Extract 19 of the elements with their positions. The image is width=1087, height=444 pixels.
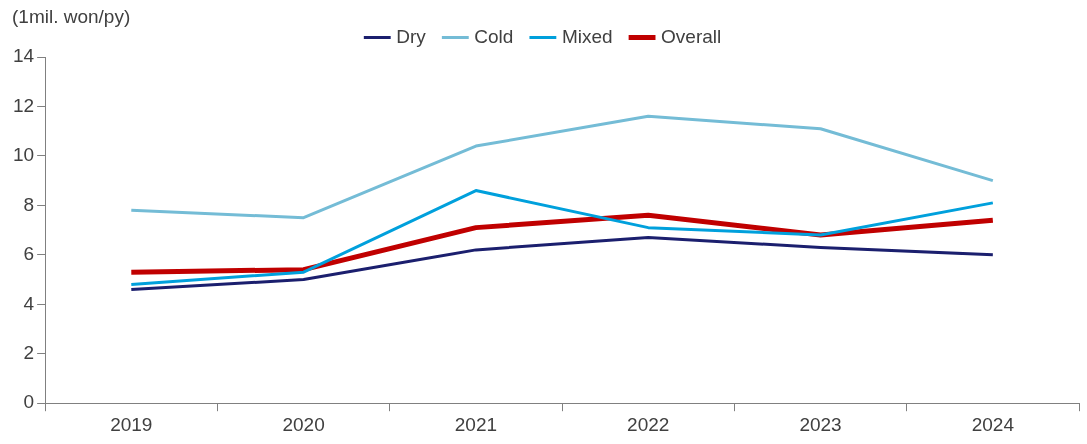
y-tick-label: 4	[23, 292, 35, 314]
x-tick-label: 2023	[799, 413, 842, 435]
y-tick-label: 6	[23, 243, 35, 265]
x-tick-label: 2024	[971, 413, 1015, 435]
x-tick-label: 2020	[282, 413, 325, 435]
y-tick-label: 14	[12, 45, 35, 67]
legend-label: Mixed	[561, 25, 613, 47]
x-tick-label: 2022	[627, 413, 670, 435]
x-tick-label: 2019	[110, 413, 153, 435]
x-tick-label: 2021	[454, 413, 498, 435]
y-tick-label: 10	[12, 144, 35, 166]
legend-label: Dry	[396, 25, 427, 47]
y-tick-label: 2	[23, 341, 35, 363]
y-tick-label: 8	[23, 193, 35, 215]
legend-label: Overall	[661, 25, 722, 47]
y-tick-label: 12	[12, 94, 35, 116]
y-axis-title: (1mil. won/py)	[12, 6, 131, 28]
y-tick-label: 0	[23, 391, 35, 413]
legend-label: Cold	[474, 25, 514, 47]
